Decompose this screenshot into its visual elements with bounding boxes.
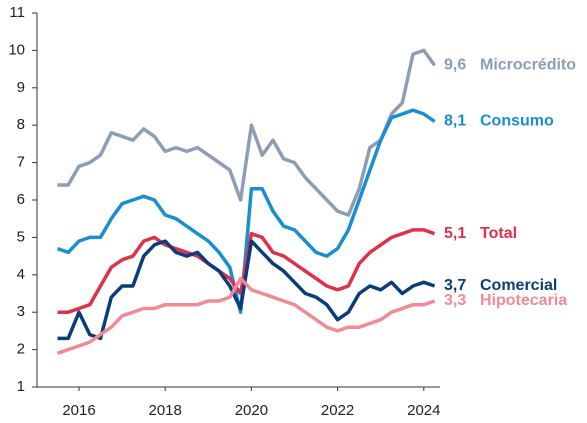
end-value-label: 8,1: [444, 113, 466, 130]
end-value-label: 5,1: [444, 225, 466, 242]
series-line: [57, 228, 436, 314]
series-line: [56, 108, 436, 314]
series-line: [57, 239, 436, 341]
x-tick-label: 2022: [321, 402, 354, 419]
end-value-label: 3,7: [444, 277, 466, 294]
y-tick-label: 3: [17, 303, 25, 320]
y-tick-label: 11: [9, 4, 25, 21]
series-line: [57, 48, 437, 217]
y-tick-label: 6: [17, 191, 25, 208]
end-value-label: 3,3: [444, 292, 466, 309]
x-tick-label: 2020: [235, 402, 268, 419]
legend-label: Consumo: [480, 113, 554, 130]
y-tick-label: 1: [17, 378, 25, 395]
y-tick-label: 10: [8, 41, 25, 58]
legend-label: Microcrédito: [480, 57, 576, 74]
x-tick-label: 2016: [62, 402, 95, 419]
end-value-label: 9,6: [444, 57, 466, 74]
y-tick-label: 9: [17, 79, 25, 96]
y-tick-label: 7: [17, 154, 25, 171]
legend-label: Hipotecaria: [480, 292, 567, 309]
y-tick-label: 4: [17, 266, 25, 283]
legend-label: Comercial: [480, 277, 557, 294]
y-tick-label: 8: [17, 116, 25, 133]
y-tick-label: 2: [17, 341, 25, 358]
y-tick-label: 5: [17, 228, 25, 245]
series-line: [56, 276, 436, 355]
x-tick-label: 2024: [407, 402, 440, 419]
legend-label: Total: [480, 225, 517, 242]
x-tick-label: 2018: [149, 402, 182, 419]
